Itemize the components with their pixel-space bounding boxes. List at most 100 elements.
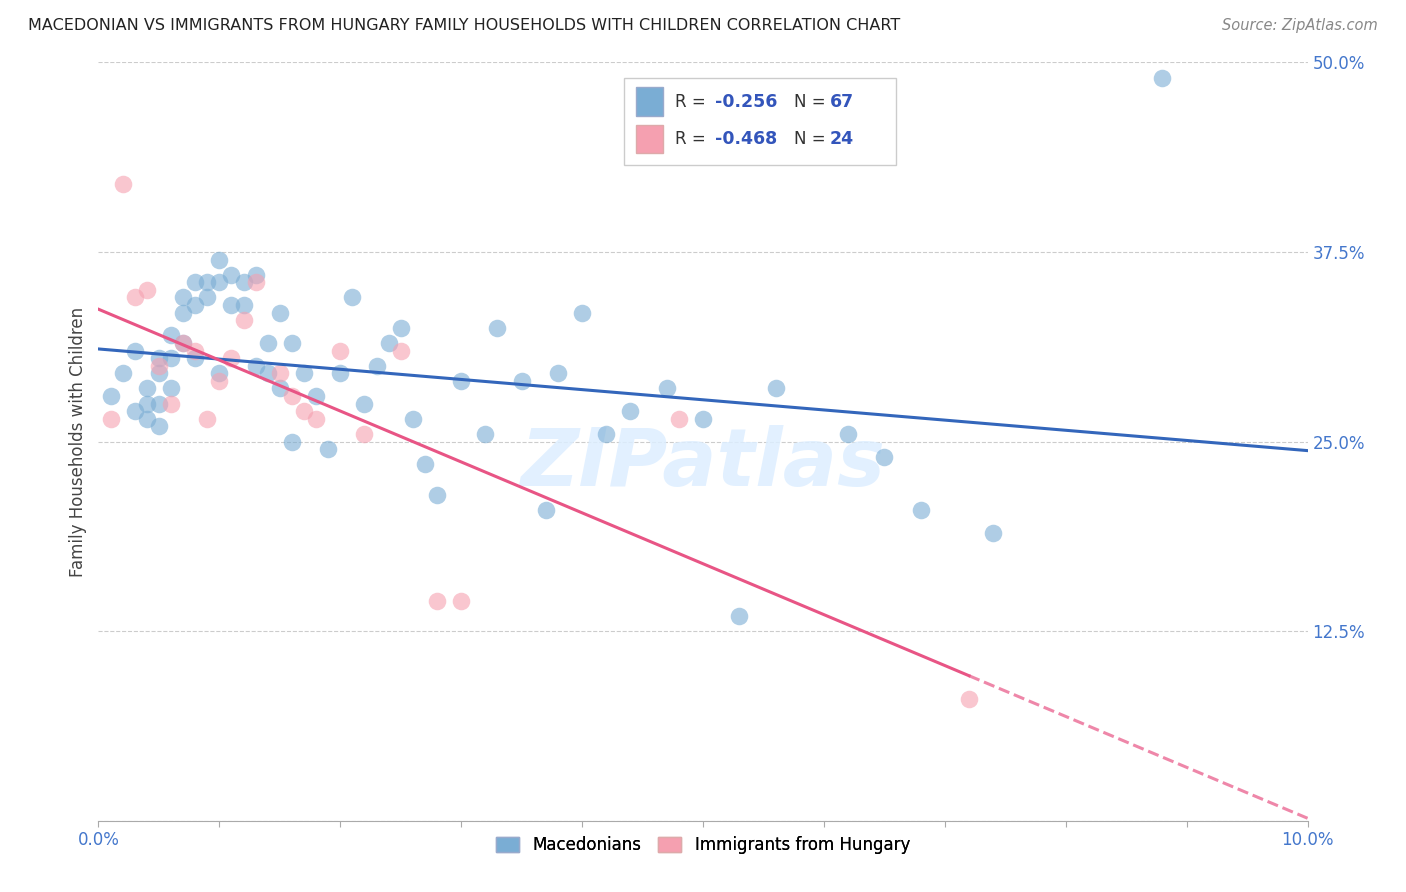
Point [135,283,157,297]
Point [402,412,425,426]
Point [245,268,267,282]
Point [100,412,122,426]
FancyBboxPatch shape [637,125,664,153]
Point [486,320,509,334]
Point [281,434,304,449]
Point [668,412,690,426]
Point [1152,70,1174,85]
Point [172,335,194,350]
Point [111,366,134,380]
Point [221,351,243,366]
Point [208,252,231,267]
Point [148,359,170,373]
Point [957,692,980,706]
Point [342,291,364,305]
Point [172,291,194,305]
Point [389,320,412,334]
Point [389,343,412,358]
Text: R =: R = [675,130,711,148]
Point [195,275,218,289]
Point [208,366,231,380]
Point [124,343,146,358]
Point [450,594,472,608]
FancyBboxPatch shape [624,78,897,165]
Text: 67: 67 [830,93,853,111]
Text: R =: R = [675,93,711,111]
Point [160,396,183,410]
Point [619,404,641,418]
Text: Source: ZipAtlas.com: Source: ZipAtlas.com [1222,18,1378,33]
Point [292,366,315,380]
Point [692,412,714,426]
Point [256,366,278,380]
Point [232,275,254,289]
Point [208,374,231,388]
Point [195,412,218,426]
Point [728,608,751,623]
Point [124,291,146,305]
Point [160,382,183,396]
Point [426,487,449,501]
Point [329,343,352,358]
Point [655,382,678,396]
Point [135,396,157,410]
Point [232,313,254,327]
Point [245,359,267,373]
Point [305,412,328,426]
Point [510,374,533,388]
Point [160,328,183,343]
Point [450,374,472,388]
Point [184,275,207,289]
Point [269,305,291,319]
Text: -0.468: -0.468 [716,130,778,148]
Point [413,458,436,472]
Point [305,389,328,403]
Point [172,305,194,319]
Point [256,335,278,350]
Point [353,396,375,410]
Point [269,382,291,396]
Point [547,366,569,380]
Point [111,177,134,191]
Point [474,427,496,442]
Text: MACEDONIAN VS IMMIGRANTS FROM HUNGARY FAMILY HOUSEHOLDS WITH CHILDREN CORRELATIO: MACEDONIAN VS IMMIGRANTS FROM HUNGARY FA… [28,18,900,33]
Text: N =: N = [793,130,831,148]
Point [534,503,557,517]
Point [100,389,122,403]
Point [184,351,207,366]
Point [981,525,1004,540]
Point [184,343,207,358]
Point [377,335,399,350]
Point [148,419,170,434]
Point [172,335,194,350]
Point [837,427,859,442]
Point [281,335,304,350]
Point [160,351,183,366]
Text: -0.256: -0.256 [716,93,778,111]
Point [281,389,304,403]
Point [195,291,218,305]
Y-axis label: Family Households with Children: Family Households with Children [69,307,87,576]
Point [135,412,157,426]
Point [595,427,617,442]
Point [910,503,932,517]
Point [148,351,170,366]
Point [316,442,339,457]
Point [184,298,207,312]
Point [124,404,146,418]
Point [873,450,896,464]
Text: N =: N = [793,93,831,111]
Point [221,298,243,312]
Point [353,427,375,442]
Point [232,298,254,312]
Point [329,366,352,380]
Point [245,275,267,289]
Point [208,275,231,289]
Point [148,396,170,410]
Point [148,366,170,380]
Point [571,305,593,319]
Text: ZIPatlas: ZIPatlas [520,425,886,503]
Point [135,382,157,396]
Point [426,594,449,608]
Legend: Macedonians, Immigrants from Hungary: Macedonians, Immigrants from Hungary [496,836,910,854]
